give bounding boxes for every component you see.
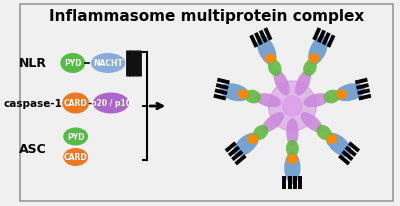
Ellipse shape bbox=[284, 152, 300, 184]
Ellipse shape bbox=[316, 125, 332, 140]
Ellipse shape bbox=[308, 36, 328, 66]
Ellipse shape bbox=[268, 60, 282, 77]
Circle shape bbox=[268, 82, 316, 131]
Ellipse shape bbox=[253, 125, 268, 140]
Ellipse shape bbox=[257, 36, 276, 66]
Ellipse shape bbox=[324, 90, 340, 104]
Ellipse shape bbox=[326, 133, 352, 157]
Ellipse shape bbox=[304, 94, 330, 108]
Ellipse shape bbox=[265, 54, 276, 64]
Text: PYD: PYD bbox=[67, 132, 84, 141]
Text: caspase-1: caspase-1 bbox=[3, 98, 62, 109]
Ellipse shape bbox=[309, 54, 320, 64]
Text: p20 / p10: p20 / p10 bbox=[91, 99, 131, 108]
Ellipse shape bbox=[336, 90, 347, 100]
Ellipse shape bbox=[301, 112, 323, 133]
Ellipse shape bbox=[286, 140, 299, 157]
Ellipse shape bbox=[255, 94, 281, 108]
Ellipse shape bbox=[238, 90, 248, 100]
Circle shape bbox=[283, 97, 302, 116]
FancyBboxPatch shape bbox=[20, 5, 393, 201]
Ellipse shape bbox=[244, 90, 261, 104]
Ellipse shape bbox=[63, 128, 88, 146]
Ellipse shape bbox=[303, 60, 317, 77]
Ellipse shape bbox=[91, 54, 125, 74]
Ellipse shape bbox=[93, 93, 129, 114]
Ellipse shape bbox=[262, 112, 284, 133]
Ellipse shape bbox=[63, 148, 88, 166]
Ellipse shape bbox=[295, 70, 311, 96]
Ellipse shape bbox=[286, 118, 298, 146]
Ellipse shape bbox=[220, 84, 250, 102]
Text: PYD: PYD bbox=[64, 59, 82, 68]
Ellipse shape bbox=[62, 93, 89, 114]
Ellipse shape bbox=[60, 54, 85, 74]
Ellipse shape bbox=[326, 134, 338, 144]
Ellipse shape bbox=[247, 134, 258, 144]
Text: CARD: CARD bbox=[64, 99, 88, 108]
Text: NLR: NLR bbox=[19, 57, 47, 70]
Ellipse shape bbox=[233, 133, 259, 157]
Ellipse shape bbox=[287, 154, 298, 164]
Text: Inflammasome multiprotein complex: Inflammasome multiprotein complex bbox=[49, 9, 364, 24]
Ellipse shape bbox=[274, 70, 290, 96]
Text: ASC: ASC bbox=[19, 143, 46, 156]
Text: CARD: CARD bbox=[64, 153, 88, 162]
Ellipse shape bbox=[335, 84, 365, 102]
Text: NACHT: NACHT bbox=[93, 59, 123, 68]
